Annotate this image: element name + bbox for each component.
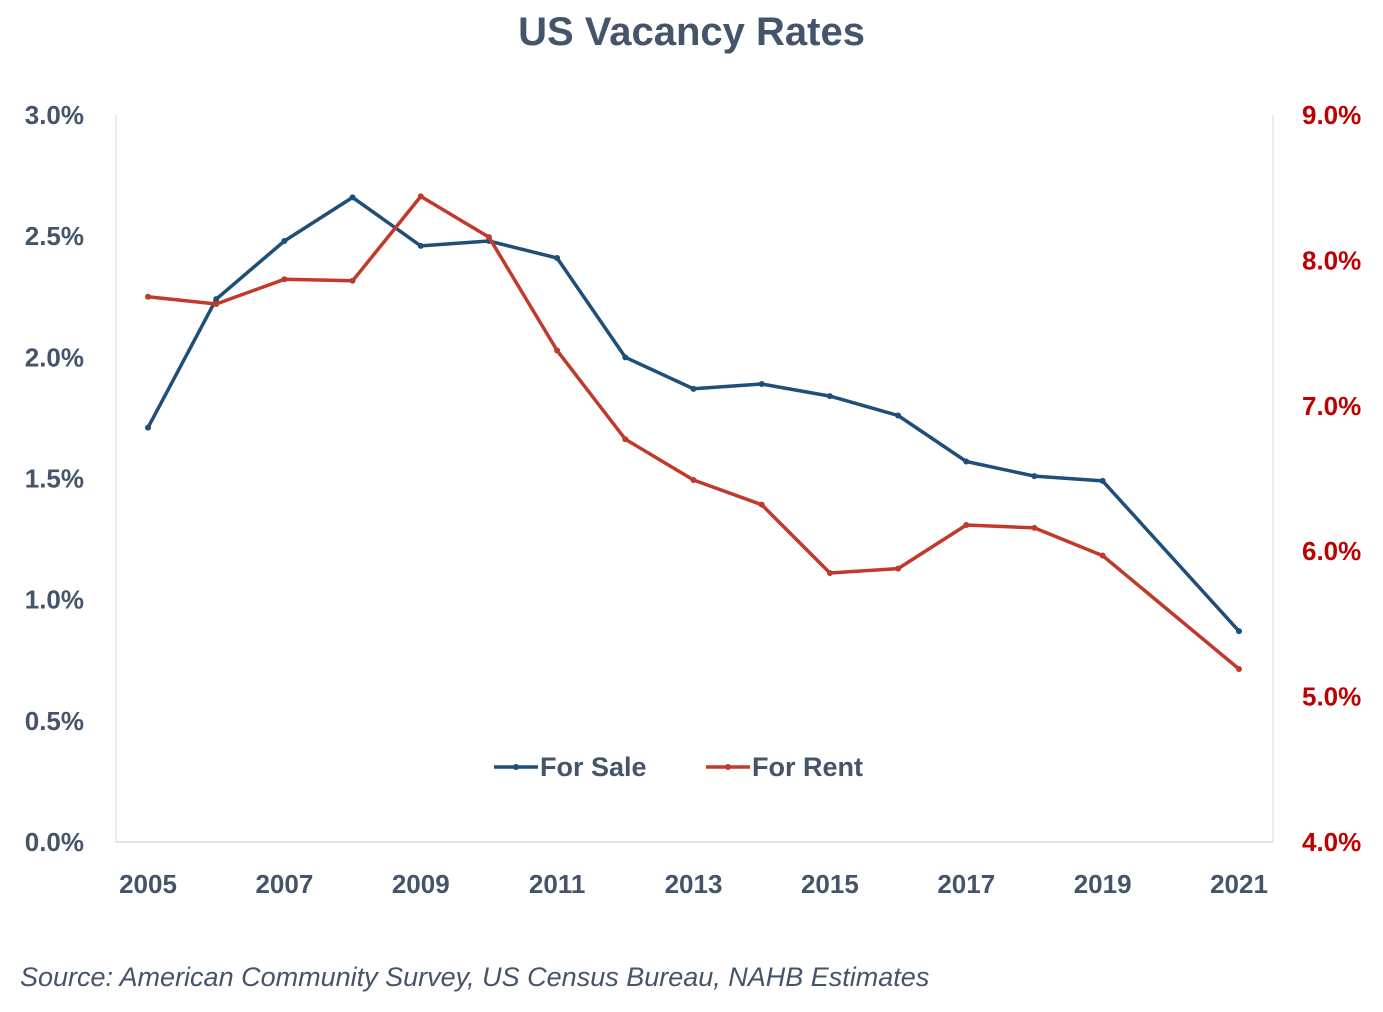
data-point	[895, 412, 902, 419]
left-tick-label: 2.5%	[25, 221, 84, 251]
series-line-for-rent	[146, 194, 1241, 671]
legend-item-for-sale: For Sale	[494, 752, 647, 782]
x-tick-label: 2021	[1210, 869, 1268, 899]
right-tick-label: 8.0%	[1302, 245, 1361, 275]
x-tick-label: 2015	[801, 869, 859, 899]
legend-label: For Sale	[540, 752, 647, 782]
data-point	[417, 193, 424, 200]
x-tick-label: 2017	[937, 869, 995, 899]
axes: 0.0% 0.5% 1.0% 1.5% 2.0% 2.5% 3.0% 4.0% 5.0% 6.0%…	[25, 100, 1362, 899]
data-point	[417, 242, 424, 249]
data-point	[690, 476, 697, 483]
left-tick-label: 1.0%	[25, 585, 84, 615]
chart-canvas: 0.0% 0.5% 1.0% 1.5% 2.0% 2.5% 3.0% 4.0% 5.0% 6.0%…	[25, 100, 1362, 899]
data-point	[213, 301, 220, 308]
series-for-rent	[145, 193, 1242, 672]
legend-item-for-rent: For Rent	[706, 752, 863, 782]
data-point	[281, 238, 288, 245]
data-point	[1099, 477, 1106, 484]
data-point	[281, 276, 288, 283]
right-tick-label: 4.0%	[1302, 827, 1361, 857]
legend-marker	[725, 764, 731, 770]
right-tick-label: 7.0%	[1302, 391, 1361, 421]
data-point	[349, 194, 356, 201]
x-tick-label: 2019	[1074, 869, 1132, 899]
series-line-for-sale	[146, 195, 1241, 633]
data-point	[1099, 552, 1106, 559]
right-tick-label: 5.0%	[1302, 682, 1361, 712]
left-tick-label: 1.5%	[25, 464, 84, 494]
legend-label: For Rent	[752, 752, 863, 782]
data-point	[554, 254, 561, 261]
data-point	[963, 522, 970, 529]
x-tick-label: 2009	[392, 869, 450, 899]
data-point	[895, 565, 902, 572]
left-tick-label: 3.0%	[25, 100, 84, 130]
data-point	[1236, 628, 1242, 635]
data-point	[145, 424, 151, 431]
data-point	[622, 436, 629, 443]
x-tick-label: 2005	[119, 869, 177, 899]
data-point	[554, 347, 561, 354]
data-point	[690, 385, 697, 392]
chart-title: US Vacancy Rates	[518, 10, 865, 54]
right-tick-label: 9.0%	[1302, 100, 1361, 130]
series-for-sale	[145, 194, 1242, 635]
data-point	[145, 293, 151, 300]
data-point	[213, 296, 220, 303]
right-tick-label: 6.0%	[1302, 536, 1361, 566]
x-tick-label: 2011	[529, 869, 585, 899]
left-tick-label: 0.5%	[25, 706, 84, 736]
data-point	[349, 277, 356, 284]
data-point	[1031, 524, 1038, 531]
data-point	[1031, 473, 1038, 480]
data-point	[758, 380, 765, 387]
data-point	[758, 501, 765, 508]
data-point	[1236, 665, 1242, 672]
legend: For Sale For Rent	[494, 752, 863, 782]
source-note: Source: American Community Survey, US Ce…	[20, 962, 930, 992]
data-point	[622, 354, 629, 361]
legend-marker	[513, 764, 519, 770]
data-point	[485, 234, 492, 241]
data-point	[826, 393, 833, 400]
data-point	[963, 458, 970, 465]
left-tick-label: 2.0%	[25, 342, 84, 372]
data-point	[826, 570, 833, 577]
x-tick-label: 2007	[255, 869, 313, 899]
series-layer	[145, 193, 1242, 672]
left-tick-label: 0.0%	[25, 827, 84, 857]
x-tick-label: 2013	[665, 869, 723, 899]
